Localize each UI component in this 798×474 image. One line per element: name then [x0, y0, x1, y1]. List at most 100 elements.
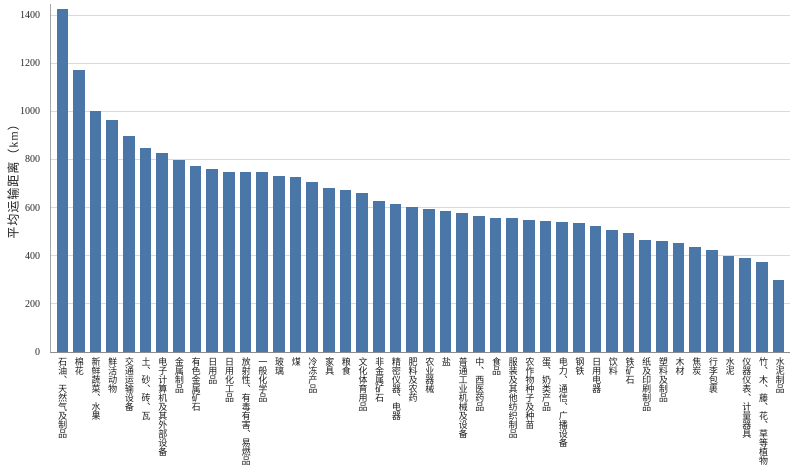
y-tick-label: 1400 — [20, 10, 40, 22]
bar — [306, 181, 318, 352]
x-label-slot: 肥料及农药 — [403, 357, 420, 472]
x-axis-label: 玻璃 — [274, 357, 284, 375]
bar — [556, 221, 568, 352]
bar-slot — [287, 4, 304, 352]
bar-slot — [387, 4, 404, 352]
x-axis-label: 日用化工品 — [223, 357, 234, 402]
x-label-slot: 塑料及制品 — [654, 357, 671, 472]
x-axis-label: 仪器仪表、计量器具 — [741, 357, 752, 438]
bar — [422, 209, 435, 352]
x-label-slot: 竹、木、藤、花、草等植物 — [754, 357, 771, 472]
bar — [223, 171, 235, 352]
x-axis-label: 中、西医药品 — [474, 357, 485, 411]
bar — [356, 193, 368, 352]
x-axis-label: 水泥 — [724, 357, 735, 375]
bar — [56, 8, 69, 352]
x-label-slot: 农作物种子及种苗 — [520, 357, 537, 472]
x-label-slot: 服装及其他纺织制品 — [504, 357, 521, 472]
x-axis-label: 新鲜蔬菜、水果 — [90, 357, 101, 420]
bar — [656, 241, 668, 352]
bar-slot — [354, 4, 371, 352]
x-axis-label: 塑料及制品 — [657, 357, 668, 402]
x-label-slot: 精密仪器、电器 — [387, 357, 404, 472]
x-label-slot: 纸及印刷制品 — [637, 357, 654, 472]
bar-slot — [87, 4, 104, 352]
x-axis-label: 食品 — [490, 357, 501, 375]
x-label-slot: 有色金属矿石 — [187, 357, 204, 472]
gridline — [51, 15, 790, 16]
x-axis: 石油、天然气及制品 棉花 新鲜蔬菜、水果 鲜活动物 交通运输设备 土、砂、砖、瓦 电子计算机… — [50, 357, 790, 472]
x-axis-label: 普通工业机械及设备 — [457, 357, 468, 438]
y-tick-label: 600 — [25, 202, 40, 214]
x-label-slot: 日用品 — [203, 357, 220, 472]
bar-slot — [770, 4, 787, 352]
x-label-slot: 蛋、奶类产品 — [537, 357, 554, 472]
bar-slot — [504, 4, 521, 352]
x-axis-label: 铁矿石 — [624, 357, 635, 384]
x-label-slot: 铁矿石 — [620, 357, 637, 472]
x-label-slot: 玻璃 — [270, 357, 287, 472]
x-label-slot: 家具 — [320, 357, 337, 472]
bar — [389, 203, 402, 352]
gridline — [51, 111, 790, 112]
bar — [706, 249, 718, 352]
bar — [239, 172, 252, 352]
x-axis-label: 水泥制品 — [774, 357, 785, 393]
x-axis-label: 农作物种子及种苗 — [524, 357, 535, 429]
x-axis-label: 行李包裹 — [707, 357, 718, 393]
y-axis: 0 200 400 600 800 1000 1200 1400 — [0, 4, 44, 358]
x-label-slot: 放射性、有毒有害、易燃品 — [237, 357, 254, 472]
x-label-slot: 日用化工品 — [220, 357, 237, 472]
bar — [589, 225, 602, 352]
x-axis-label: 精密仪器、电器 — [390, 357, 401, 420]
bar — [173, 160, 185, 352]
bar — [139, 148, 152, 352]
x-axis-label: 石油、天然气及制品 — [57, 357, 68, 438]
bar-slot — [187, 4, 204, 352]
x-axis-label: 棉花 — [73, 357, 84, 375]
x-label-slot: 行李包裹 — [704, 357, 721, 472]
x-label-slot: 石油、天然气及制品 — [53, 357, 70, 472]
x-label-slot: 棉花 — [70, 357, 87, 472]
x-axis-label: 非金属矿石 — [374, 357, 385, 402]
bar — [256, 172, 269, 352]
bar-slot — [221, 4, 238, 352]
bar — [522, 219, 535, 352]
bar-slot — [637, 4, 654, 352]
x-label-slot: 食品 — [487, 357, 504, 472]
bar — [406, 206, 418, 352]
bar-slot — [437, 4, 454, 352]
bar — [739, 257, 752, 352]
bar — [722, 256, 735, 352]
x-label-slot: 煤 — [287, 357, 304, 472]
bar-slot — [54, 4, 71, 352]
bar — [73, 70, 85, 352]
bar-slot — [737, 4, 754, 352]
bar-slot — [670, 4, 687, 352]
x-axis-label: 木材 — [674, 357, 685, 375]
x-label-slot: 饮料 — [604, 357, 621, 472]
bar — [539, 220, 552, 352]
bar-slot — [154, 4, 171, 352]
bar-slot — [470, 4, 487, 352]
x-axis-label: 焦炭 — [691, 357, 702, 375]
bar-slot — [587, 4, 604, 352]
x-axis-label: 鲜活动物 — [107, 357, 118, 393]
x-label-slot: 金属制品 — [170, 357, 187, 472]
bar-slot — [420, 4, 437, 352]
bar-slot — [487, 4, 504, 352]
bar — [273, 175, 285, 352]
bar — [156, 152, 169, 352]
bar-slot — [271, 4, 288, 352]
bar-slot — [337, 4, 354, 352]
x-label-slot: 电力、通信、广播设备 — [554, 357, 571, 472]
bar-slot — [704, 4, 721, 352]
x-label-slot: 土、砂、砖、瓦 — [136, 357, 153, 472]
bar — [489, 217, 502, 352]
plot-area — [50, 4, 790, 353]
bar — [606, 230, 618, 352]
x-axis-label: 有色金属矿石 — [190, 357, 201, 411]
x-axis-label: 纸及印刷制品 — [641, 357, 652, 411]
x-axis-label: 电力、通信、广播设备 — [557, 357, 568, 447]
